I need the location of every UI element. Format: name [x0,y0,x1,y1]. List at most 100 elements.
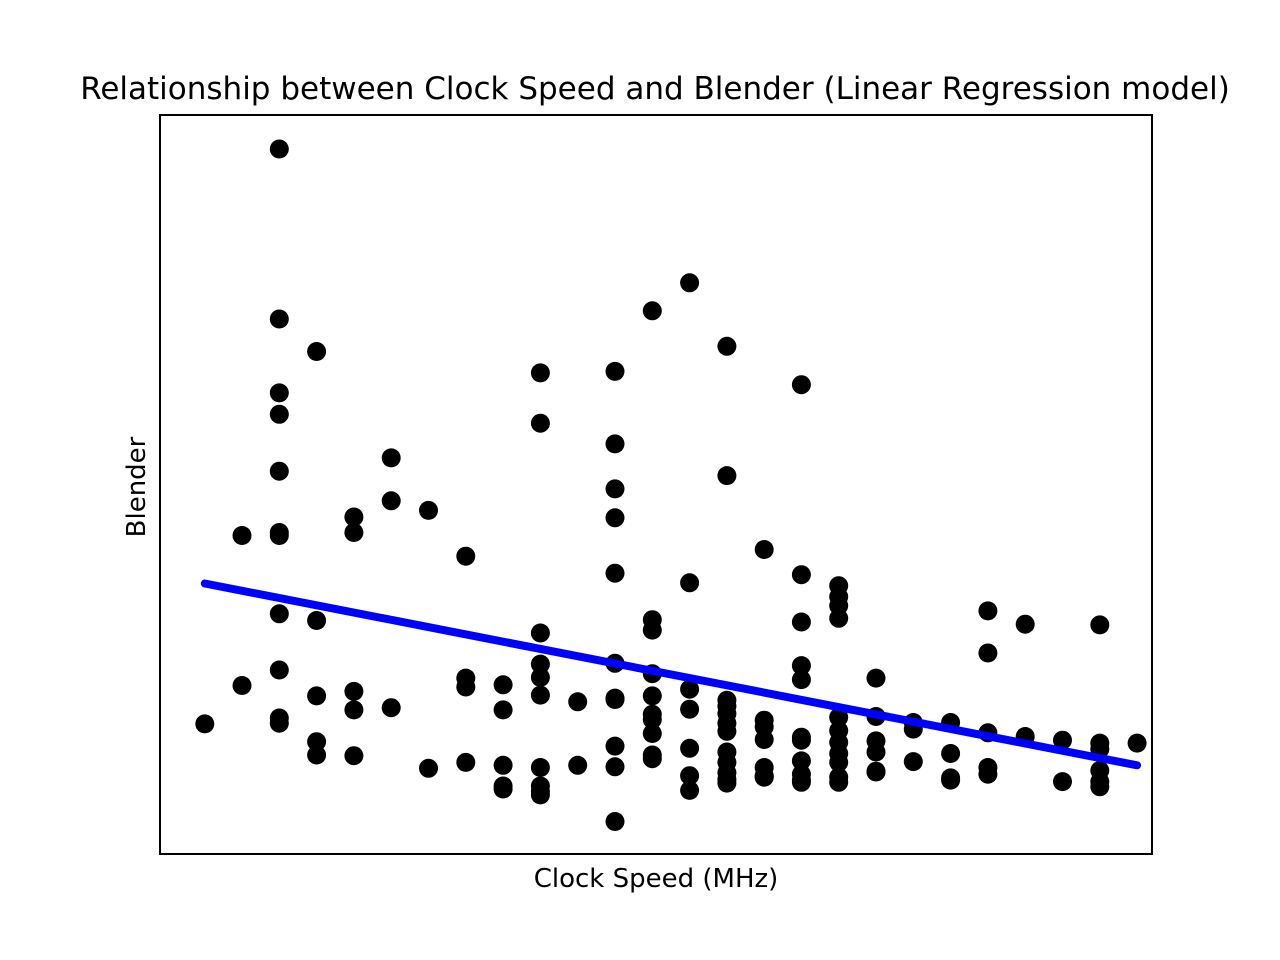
scatter-point [791,772,811,792]
scatter-point [344,681,364,701]
scatter-point [791,656,811,676]
scatter-point [605,736,625,756]
scatter-point [195,714,215,734]
scatter-point [269,526,289,545]
scatter-point [307,342,327,361]
scatter-point [866,742,886,762]
scatter-point [456,677,476,697]
scatter-point [680,738,700,758]
scatter-point [717,466,737,486]
scatter-point [642,301,662,321]
scatter-point [642,749,662,769]
scatter-point [829,608,849,628]
scatter-point [680,679,700,699]
scatter-point [680,573,700,593]
scatter-point [941,744,961,763]
scatter-point [978,601,998,621]
scatter-point [269,404,289,424]
scatter-point [1090,615,1110,635]
scatter-point [344,746,364,766]
scatter-point [493,779,513,799]
scatter-point [829,707,849,727]
scatter-point [717,336,737,356]
scatter-point [568,755,588,775]
scatter-point [269,713,289,733]
scatter-point [680,780,700,800]
regression-series [200,579,1142,770]
scatter-point [1015,614,1035,634]
scatter-point [344,700,364,720]
scatter-point [866,668,886,688]
scatter-point [829,772,849,792]
x-axis-label: Clock Speed (MHz) [534,864,779,894]
scatter-point [791,730,811,750]
scatter-point [232,526,252,545]
scatter-point [791,612,811,632]
scatter-point [530,363,550,383]
scatter-point [456,546,476,566]
scatter-point [269,309,289,329]
scatter-point [642,620,662,640]
chart-title: Relationship between Clock Speed and Ble… [80,71,1230,107]
scatter-point [530,623,550,643]
scatter-point [530,685,550,705]
scatter-point [307,732,327,752]
scatter-point [642,724,662,743]
scatter-point [605,757,625,777]
scatter-point [381,698,401,718]
scatter-point [232,676,252,695]
scatter-point [1053,730,1072,750]
scatter-point [605,812,625,831]
scatter-point [530,758,550,777]
scatter-point [941,770,961,790]
scatter-point [493,700,513,720]
scatter-point [530,785,550,805]
scatter-point [269,139,289,159]
scatter-point [680,766,700,786]
scatter-point [419,500,438,520]
scatter-point [978,643,998,663]
scatter-point [269,383,289,403]
scatter-point [269,461,289,481]
scatter-point [1090,777,1110,797]
scatter-point [791,565,811,585]
regression-line [200,579,1142,770]
y-axis-label: Blender [122,436,152,537]
scatter-point [829,752,849,772]
scatter-point [605,361,625,381]
scatter-point [493,755,513,775]
scatter-point [717,721,737,741]
scatter-point [717,773,737,793]
scatter-point [568,692,588,712]
scatter-point [791,375,811,395]
scatter-point [605,479,625,499]
scatter-point [680,273,700,293]
scatter-point [680,699,700,719]
scatter-point [791,751,811,771]
scatter-point [642,686,662,706]
scatter-point [754,540,774,559]
scatter-point [419,758,438,778]
scatter-point [1127,733,1147,753]
scatter-point [344,507,364,527]
scatter-point [307,745,327,765]
scatter-point [344,523,364,542]
scatter-point [307,686,327,706]
scatter-point [381,448,401,468]
scatter-point [866,761,886,781]
scatter-point [978,764,998,784]
scatter-point [605,508,625,528]
scatter-point [642,710,662,729]
scatter-point [269,660,289,680]
scatter-point [791,670,811,690]
scatter-point [530,654,550,674]
scatter-point [456,752,476,772]
scatter-point [269,604,289,624]
scatter-point [381,491,401,511]
scatter-point [530,413,550,433]
scatter-point [754,767,774,787]
scatter-point [903,752,923,772]
scatter-point [605,563,625,583]
scatter-point [605,690,625,709]
